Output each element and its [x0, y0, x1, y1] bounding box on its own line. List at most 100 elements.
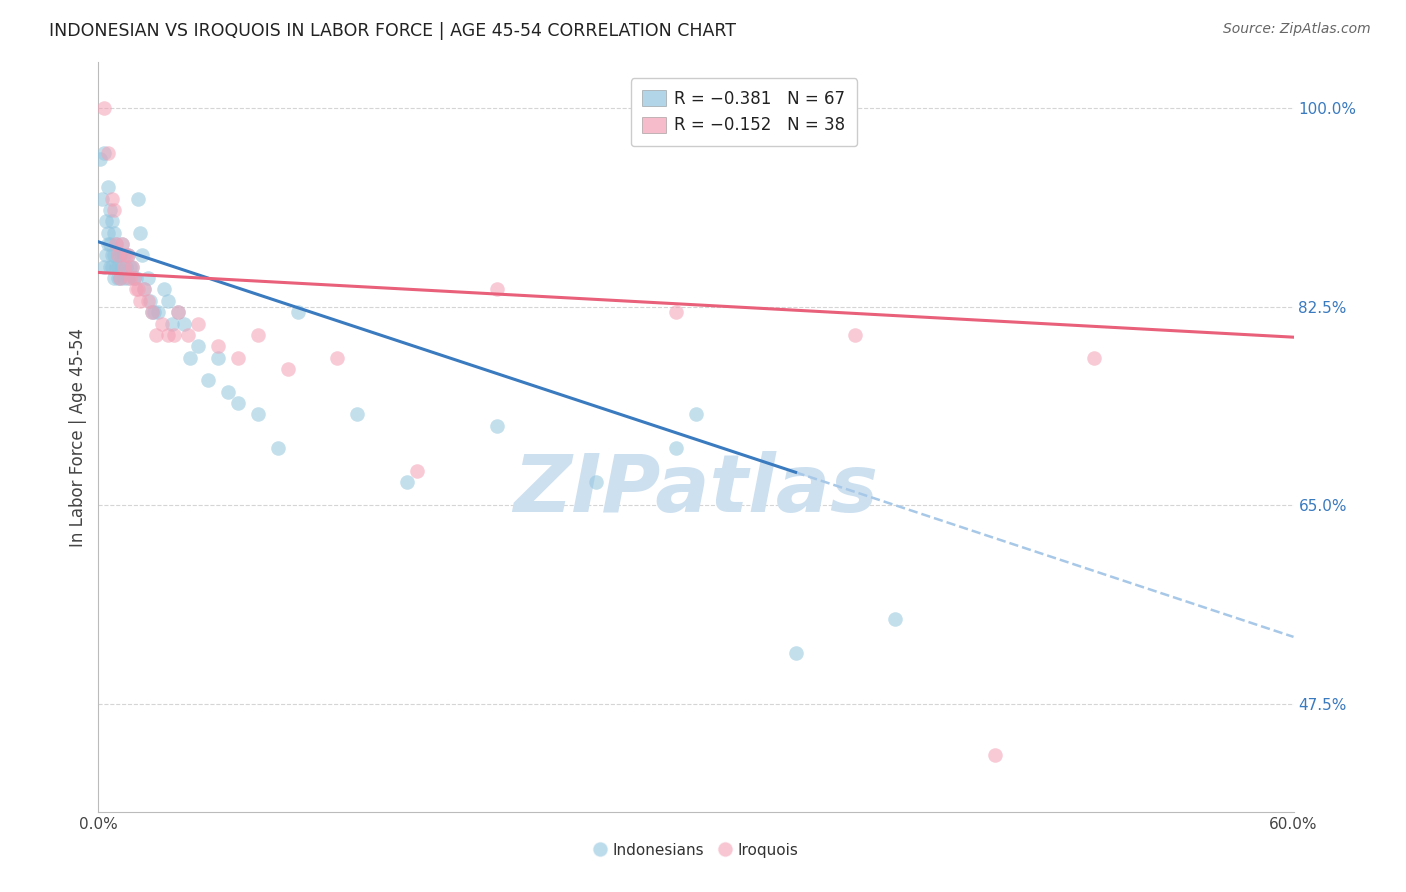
- Point: [103, 202, 125, 217]
- Point: [107, 248, 129, 262]
- Point: [665, 305, 688, 319]
- Point: [197, 373, 219, 387]
- Text: ZIPatlas: ZIPatlas: [513, 450, 879, 529]
- Point: [157, 293, 180, 308]
- Point: [129, 293, 152, 308]
- Point: [685, 408, 707, 422]
- Point: [103, 271, 125, 285]
- Point: [187, 317, 209, 331]
- Point: [98, 202, 122, 217]
- Point: [150, 317, 173, 331]
- Point: [485, 418, 508, 433]
- Point: [136, 293, 159, 308]
- Point: [143, 305, 166, 319]
- Point: [139, 293, 162, 308]
- Point: [97, 146, 120, 161]
- Point: [107, 260, 129, 274]
- Point: [207, 351, 229, 365]
- Point: [125, 283, 148, 297]
- Point: [287, 305, 309, 319]
- Point: [326, 351, 349, 365]
- Point: [93, 146, 115, 161]
- Point: [93, 260, 115, 274]
- Point: [131, 248, 153, 262]
- Point: [277, 362, 299, 376]
- Point: [110, 271, 132, 285]
- Legend: Indonesians, Iroquois: Indonesians, Iroquois: [588, 837, 804, 864]
- Point: [112, 271, 135, 285]
- Point: [107, 271, 129, 285]
- Point: [97, 226, 120, 240]
- Point: [110, 248, 132, 262]
- Point: [105, 260, 128, 274]
- Point: [134, 283, 156, 297]
- Point: [96, 214, 118, 228]
- Point: [984, 747, 1007, 762]
- Point: [117, 271, 139, 285]
- Point: [157, 327, 180, 342]
- Point: [145, 327, 167, 342]
- Point: [115, 248, 138, 262]
- Point: [121, 260, 143, 274]
- Point: [120, 260, 142, 274]
- Point: [115, 260, 138, 274]
- Point: [406, 464, 429, 478]
- Point: [105, 237, 128, 252]
- Point: [153, 283, 176, 297]
- Point: [246, 327, 269, 342]
- Point: [105, 237, 128, 252]
- Point: [141, 305, 163, 319]
- Point: [163, 327, 186, 342]
- Point: [346, 408, 368, 422]
- Point: [226, 396, 249, 410]
- Point: [124, 271, 146, 285]
- Point: [98, 237, 122, 252]
- Point: [217, 384, 239, 399]
- Point: [141, 305, 163, 319]
- Y-axis label: In Labor Force | Age 45-54: In Labor Force | Age 45-54: [69, 327, 87, 547]
- Point: [117, 248, 139, 262]
- Point: [485, 283, 508, 297]
- Point: [1083, 351, 1105, 365]
- Point: [148, 305, 170, 319]
- Point: [107, 248, 129, 262]
- Point: [101, 248, 124, 262]
- Point: [120, 271, 142, 285]
- Point: [112, 248, 135, 262]
- Point: [111, 237, 134, 252]
- Point: [103, 226, 125, 240]
- Point: [98, 260, 122, 274]
- Point: [167, 305, 190, 319]
- Point: [124, 271, 146, 285]
- Point: [187, 339, 209, 353]
- Text: INDONESIAN VS IROQUOIS IN LABOR FORCE | AGE 45-54 CORRELATION CHART: INDONESIAN VS IROQUOIS IN LABOR FORCE | …: [49, 22, 737, 40]
- Point: [127, 283, 149, 297]
- Point: [167, 305, 190, 319]
- Text: Source: ZipAtlas.com: Source: ZipAtlas.com: [1223, 22, 1371, 37]
- Point: [129, 226, 152, 240]
- Point: [121, 260, 143, 274]
- Point: [112, 260, 135, 274]
- Point: [665, 442, 688, 456]
- Point: [111, 260, 134, 274]
- Point: [93, 101, 115, 115]
- Point: [177, 327, 200, 342]
- Point: [267, 442, 290, 456]
- Point: [884, 612, 907, 626]
- Point: [101, 214, 124, 228]
- Point: [134, 283, 156, 297]
- Point: [101, 192, 124, 206]
- Point: [136, 271, 159, 285]
- Point: [127, 192, 149, 206]
- Point: [101, 260, 124, 274]
- Point: [179, 351, 201, 365]
- Point: [97, 237, 120, 252]
- Point: [585, 475, 607, 490]
- Point: [111, 237, 134, 252]
- Point: [785, 646, 807, 660]
- Point: [207, 339, 229, 353]
- Point: [173, 317, 195, 331]
- Point: [103, 248, 125, 262]
- Point: [160, 317, 183, 331]
- Point: [117, 248, 139, 262]
